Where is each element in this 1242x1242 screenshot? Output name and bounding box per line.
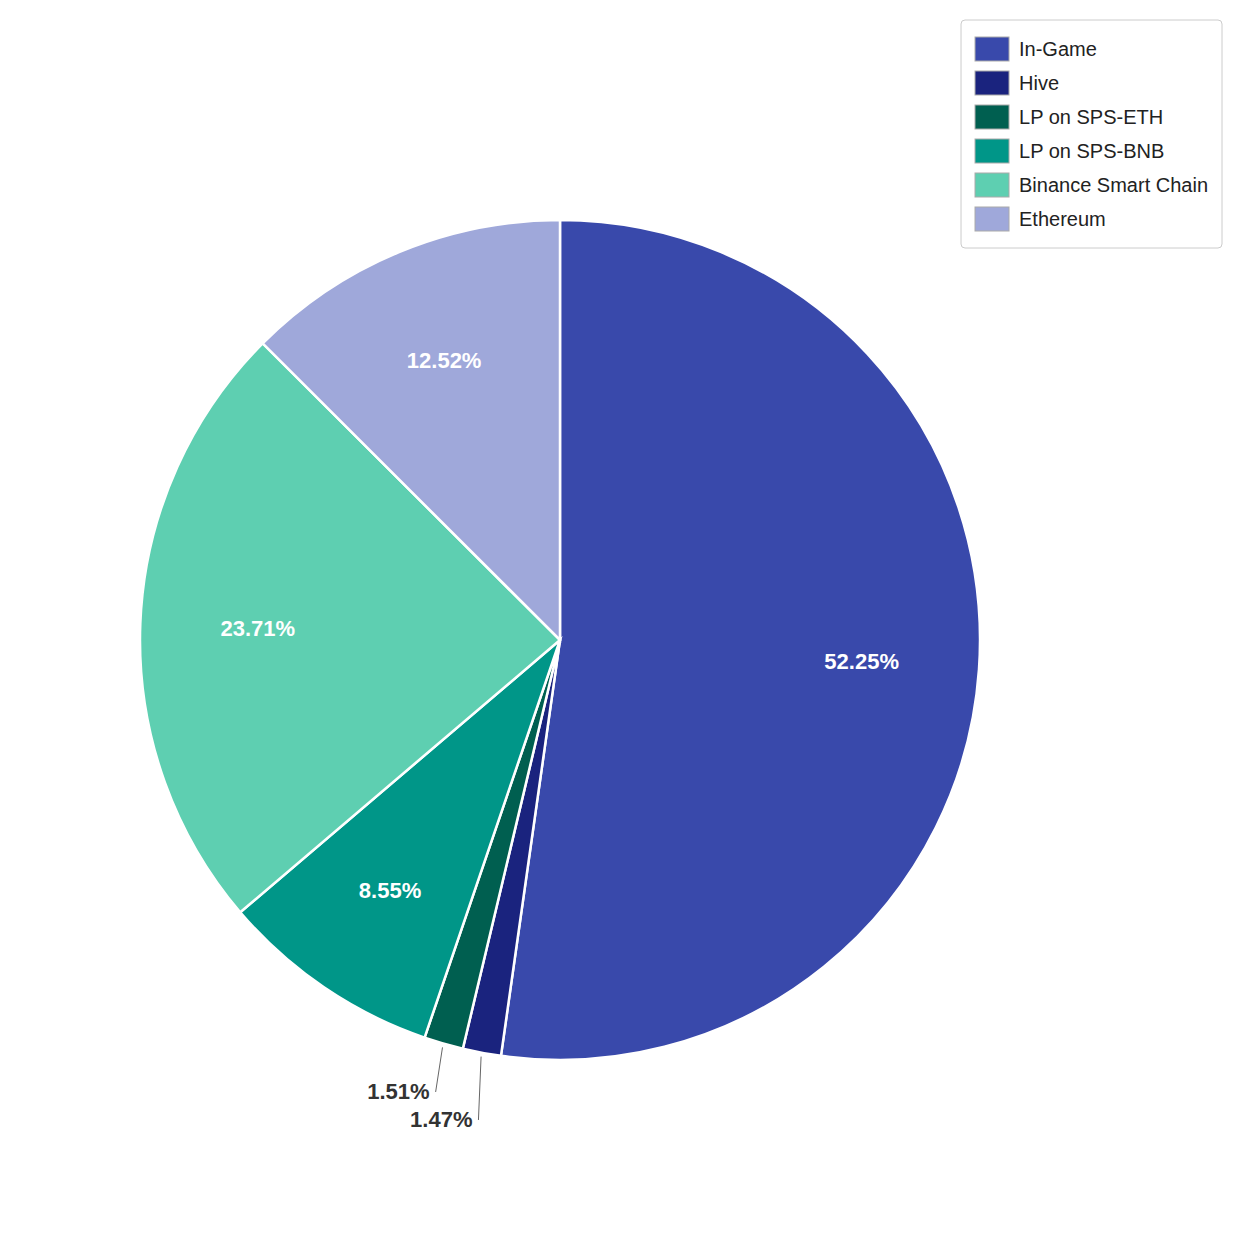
legend: In-Game Hive LP on SPS-ETH LP on SPS-BNB Bin… [961, 20, 1222, 248]
legend-swatch [975, 139, 1009, 163]
legend-swatch [975, 173, 1009, 197]
leader-line [478, 1057, 481, 1120]
legend-swatch [975, 71, 1009, 95]
pie: 52.25% 1.47% 1.51% 8.55% 23.71% 12.52% [140, 220, 980, 1132]
legend-swatch [975, 37, 1009, 61]
slices [140, 220, 980, 1060]
data-label: 1.47% [410, 1107, 472, 1132]
legend-label: LP on SPS-BNB [1019, 140, 1164, 162]
legend-label: LP on SPS-ETH [1019, 106, 1163, 128]
legend-label: Hive [1019, 72, 1059, 94]
data-label: 12.52% [407, 348, 482, 373]
data-label: 52.25% [824, 649, 899, 674]
slice [501, 220, 980, 1060]
legend-frame [961, 20, 1222, 248]
leader-line [436, 1047, 443, 1092]
legend-swatch [975, 105, 1009, 129]
chart: 52.25% 1.47% 1.51% 8.55% 23.71% 12.52% In-Game… [0, 0, 1242, 1242]
data-labels: 52.25% 1.47% 1.51% 8.55% 23.71% 12.52% [221, 348, 899, 1132]
data-label: 23.71% [221, 616, 296, 641]
legend-label: In-Game [1019, 38, 1097, 60]
legend-swatch [975, 207, 1009, 231]
slice [263, 220, 560, 640]
legend-label: Ethereum [1019, 208, 1106, 230]
data-label: 1.51% [367, 1079, 429, 1104]
legend-label: Binance Smart Chain [1019, 174, 1208, 196]
data-label: 8.55% [359, 878, 421, 903]
